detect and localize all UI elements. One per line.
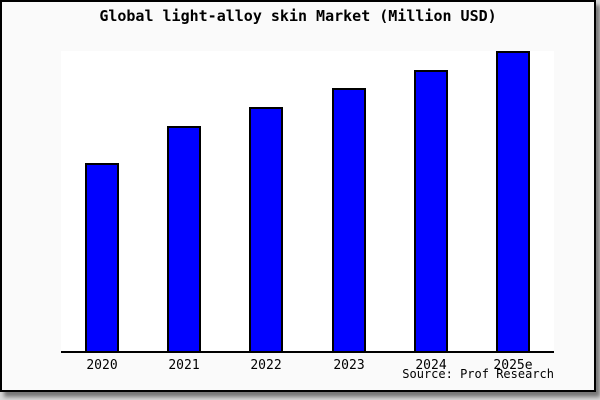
chart-title: Global light-alloy skin Market (Million …	[99, 7, 497, 25]
bar-2021	[167, 126, 201, 351]
bar-2025e	[496, 51, 530, 351]
x-tick-label-2021: 2021	[168, 358, 200, 373]
x-tick-label-2023: 2023	[333, 358, 365, 373]
x-tick-label-2020: 2020	[86, 358, 118, 373]
bar-2024	[414, 70, 448, 351]
x-tick-label-2022: 2022	[250, 358, 282, 373]
bar-2020	[85, 163, 119, 351]
chart-figure: Global light-alloy skin Market (Million …	[0, 0, 596, 392]
x-tick-label-2024: 2024	[415, 358, 447, 373]
plot-area	[61, 51, 554, 353]
bar-2022	[249, 107, 283, 351]
x-tick-label-2025e: 2025e	[493, 358, 533, 373]
bar-2023	[332, 88, 366, 351]
source-credit: Source: Prof Research	[402, 367, 554, 381]
